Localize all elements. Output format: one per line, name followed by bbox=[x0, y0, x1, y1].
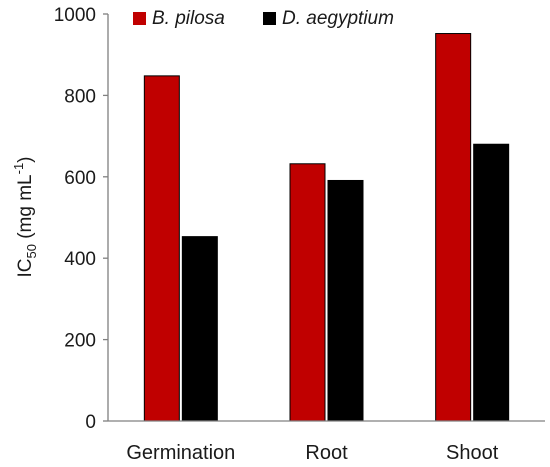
bar-d-aegyptium-shoot bbox=[473, 143, 510, 422]
x-category-label: Root bbox=[305, 442, 348, 464]
y-tick-label: 600 bbox=[64, 168, 96, 189]
x-category-label: Germination bbox=[126, 442, 235, 464]
y-axis-title-close: ) bbox=[15, 156, 36, 162]
legend-label-b-pilosa: B. pilosa bbox=[152, 8, 225, 29]
y-tick-label: 800 bbox=[64, 86, 96, 107]
y-tick-label: 0 bbox=[85, 412, 96, 433]
y-axis-title-unit: (mg mL bbox=[15, 174, 36, 244]
legend: B. pilosa D. aegyptium bbox=[133, 8, 394, 29]
bar-series-group bbox=[143, 33, 510, 422]
legend-swatch-b-pilosa bbox=[133, 12, 146, 25]
y-axis-ticks: 0 200 400 600 800 1000 bbox=[54, 5, 108, 433]
bar-d-aegyptium-root bbox=[327, 179, 364, 422]
x-category-label: Shoot bbox=[446, 442, 499, 464]
legend-label-d-aegyptium: D. aegyptium bbox=[282, 8, 394, 29]
legend-swatch-d-aegyptium bbox=[263, 12, 276, 25]
y-tick-label: 200 bbox=[64, 331, 96, 352]
y-axis-title: IC50 (mg mL-1) bbox=[11, 156, 39, 277]
bar-d-aegyptium-germination bbox=[181, 236, 218, 422]
y-tick-label: 400 bbox=[64, 249, 96, 270]
y-tick-label: 1000 bbox=[54, 5, 96, 26]
y-axis-title-superscript: -1 bbox=[11, 163, 26, 175]
x-axis-labels: Germination Root Shoot bbox=[126, 442, 498, 464]
bar-b-pilosa-shoot bbox=[435, 33, 472, 422]
bar-b-pilosa-root bbox=[289, 163, 326, 422]
y-axis-title-subscript: 50 bbox=[24, 244, 39, 258]
axes bbox=[107, 14, 545, 422]
bar-b-pilosa-germination bbox=[143, 75, 180, 422]
y-axis-title-prefix: IC bbox=[15, 259, 36, 278]
